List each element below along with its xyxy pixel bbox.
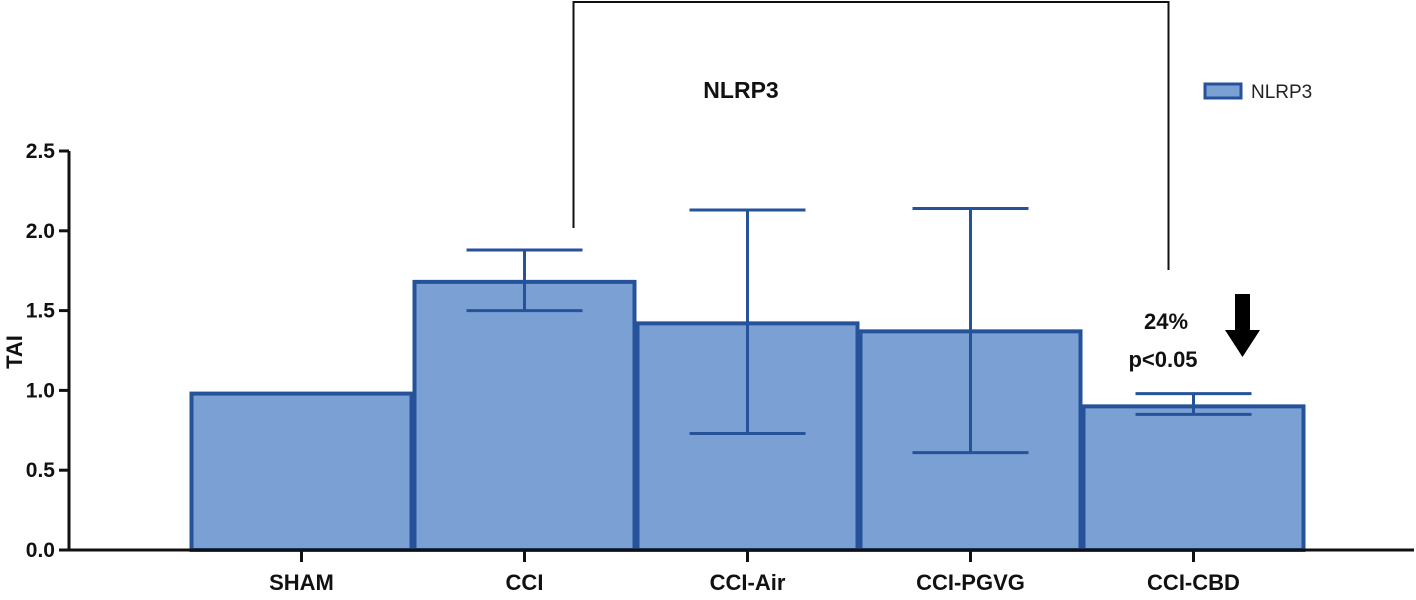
y-axis-title: TAI <box>2 335 27 369</box>
y-tick-label: 2.0 <box>26 220 55 243</box>
bar-cci-cbd <box>1081 404 1306 552</box>
error-bars <box>466 206 1252 455</box>
p-value-annotation: p<0.05 <box>1128 347 1197 372</box>
axes <box>67 151 1414 552</box>
error-bar-cci <box>466 248 583 313</box>
bar-cci <box>412 279 637 552</box>
percent-annotation: 24% <box>1144 309 1188 334</box>
y-tick-label: 0.5 <box>26 459 56 482</box>
x-category-label: CCI-PGVG <box>916 570 1025 595</box>
y-tick-label: 2.5 <box>26 140 56 163</box>
legend-swatch <box>1203 82 1243 100</box>
y-tick-label: 0.0 <box>26 539 55 562</box>
x-category-label: SHAM <box>269 570 334 595</box>
error-bar-cci-air <box>689 208 806 435</box>
legend: NLRP3 <box>1203 82 1312 103</box>
x-category-label: CCI-Air <box>710 570 786 595</box>
y-ticks: 0.0 0.5 1.0 1.5 2.0 2.5 <box>26 140 69 562</box>
chart-title: NLRP3 <box>703 77 778 103</box>
comparison-bracket <box>572 1 1170 270</box>
down-arrow-icon <box>1225 294 1260 357</box>
error-bar-cci-cbd <box>1135 392 1252 416</box>
error-bar-cci-pgvg <box>912 206 1029 455</box>
y-tick-label: 1.0 <box>26 379 55 402</box>
bar-sham <box>189 391 414 553</box>
legend-label: NLRP3 <box>1251 82 1312 103</box>
x-category-label: CCI <box>506 570 544 595</box>
x-category-label: CCI-CBD <box>1147 570 1240 595</box>
y-tick-label: 1.5 <box>26 300 56 323</box>
x-category-labels: SHAM CCI CCI-Air CCI-PGVG CCI-CBD <box>269 550 1240 595</box>
